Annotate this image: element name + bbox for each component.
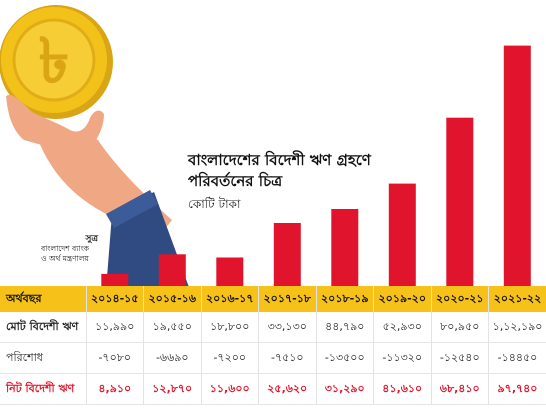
taka-coin-icon: ৳ (0, 5, 113, 119)
table-cell: -১৪৪৫০ (488, 342, 546, 374)
year-header: অর্থবছর (0, 286, 86, 312)
bar-3 (216, 257, 244, 286)
table-cell: ৯৭,৭৪০ (488, 373, 546, 405)
table-row-repayment: পরিশোধ -৭০৮০ -৬৬৯০ -৭২০০ -৭৫১০ -১৩৫০০ -১… (0, 342, 546, 374)
table-cell: -১৩৫০০ (315, 342, 374, 374)
source-line-1: বাংলাদেশ ব্যাংক (40, 244, 90, 253)
table-cell: -৭২০০ (200, 342, 259, 374)
table-cell: -১২৫৪০ (430, 342, 489, 374)
year-cell: ২০১৫-১৬ (143, 286, 201, 312)
bar-7 (446, 117, 474, 286)
table-row-total-loan: মোট বিদেশী ঋণ ১১,৯৯০ ১৯,৫৫০ ১৮,৮০০ ৩৩,১৩… (0, 312, 546, 343)
row-label: নিট বিদেশী ঋণ (0, 373, 86, 405)
bar-series (101, 45, 531, 286)
chart-unit-label: কোটি টাকা (188, 197, 241, 211)
source-label: সুত্র (85, 234, 98, 244)
table-cell: ৬৮,৪১০ (430, 373, 489, 405)
table-cell: ৪,৯১০ (85, 373, 144, 405)
chart-illustration: ৳ (0, 5, 531, 290)
year-cell: ২০১৪-১৫ (85, 286, 144, 312)
year-cell: ২০১৬-১৭ (200, 286, 259, 312)
chart-title-line-2: পরিবর্তনের চিত্র (188, 172, 283, 190)
table-cell: ৩১,২৯০ (315, 373, 374, 405)
table-cell: -১১৩২০ (373, 342, 431, 374)
table-cell: ৩৩,১৩০ (258, 312, 316, 343)
table-cell: ১২,৮৭০ (143, 373, 201, 405)
bar-1 (101, 273, 129, 286)
year-cell: ২০২০-২১ (430, 286, 489, 312)
table-cell: -৭০৮০ (85, 342, 144, 374)
year-cell: ২০১৮-১৯ (315, 286, 374, 312)
table-cell: -৬৬৯০ (143, 342, 201, 374)
taka-coin-symbol: ৳ (39, 24, 70, 97)
year-cell: ২০১৭-১৮ (258, 286, 316, 312)
table-cell: ১১,৯৯০ (85, 312, 144, 343)
table-cell: -৭৫১০ (258, 342, 316, 374)
bar-6 (388, 183, 416, 286)
row-label: পরিশোধ (0, 342, 86, 374)
table-cell: ১,১২,১৯০ (488, 312, 546, 343)
table-cell: ১১,৬০০ (200, 373, 259, 405)
year-cell: ২০১৯-২০ (373, 286, 431, 312)
bar-8 (503, 45, 531, 286)
table-cell: ৪৪,৭৯০ (315, 312, 374, 343)
table-cell: ২৫,৬২০ (258, 373, 316, 405)
year-cell: ২০২১-২২ (488, 286, 546, 312)
bar-5 (331, 209, 359, 286)
source-note: সুত্র বাংলাদেশ ব্যাংক ও অর্থ মন্ত্রণালয় (28, 234, 102, 264)
data-table: অর্থবছর ২০১৪-১৫ ২০১৫-১৬ ২০১৬-১৭ ২০১৭-১৮ … (0, 286, 546, 405)
table-header-row: অর্থবছর ২০১৪-১৫ ২০১৫-১৬ ২০১৬-১৭ ২০১৭-১৮ … (0, 286, 546, 312)
bar-4 (273, 223, 301, 286)
table-cell: ৪১,৬১০ (373, 373, 431, 405)
table-cell: ১৯,৫৫০ (143, 312, 201, 343)
table-row-net-loan: নিট বিদেশী ঋণ ৪,৯১০ ১২,৮৭০ ১১,৬০০ ২৫,৬২০… (0, 373, 546, 405)
bar-2 (158, 254, 186, 286)
table-cell: ১৮,৮০০ (200, 312, 259, 343)
table-cell: ৮০,৯৫০ (430, 312, 489, 343)
row-label: মোট বিদেশী ঋণ (0, 312, 86, 343)
chart-title: বাংলাদেশের বিদেশী ঋণ গ্রহণে পরিবর্তনের চ… (188, 150, 428, 192)
chart-title-line-1: বাংলাদেশের বিদেশী ঋণ গ্রহণে (188, 151, 371, 169)
source-line-2: ও অর্থ মন্ত্রণালয় (41, 254, 89, 263)
table-cell: ৫২,৯৩০ (373, 312, 431, 343)
